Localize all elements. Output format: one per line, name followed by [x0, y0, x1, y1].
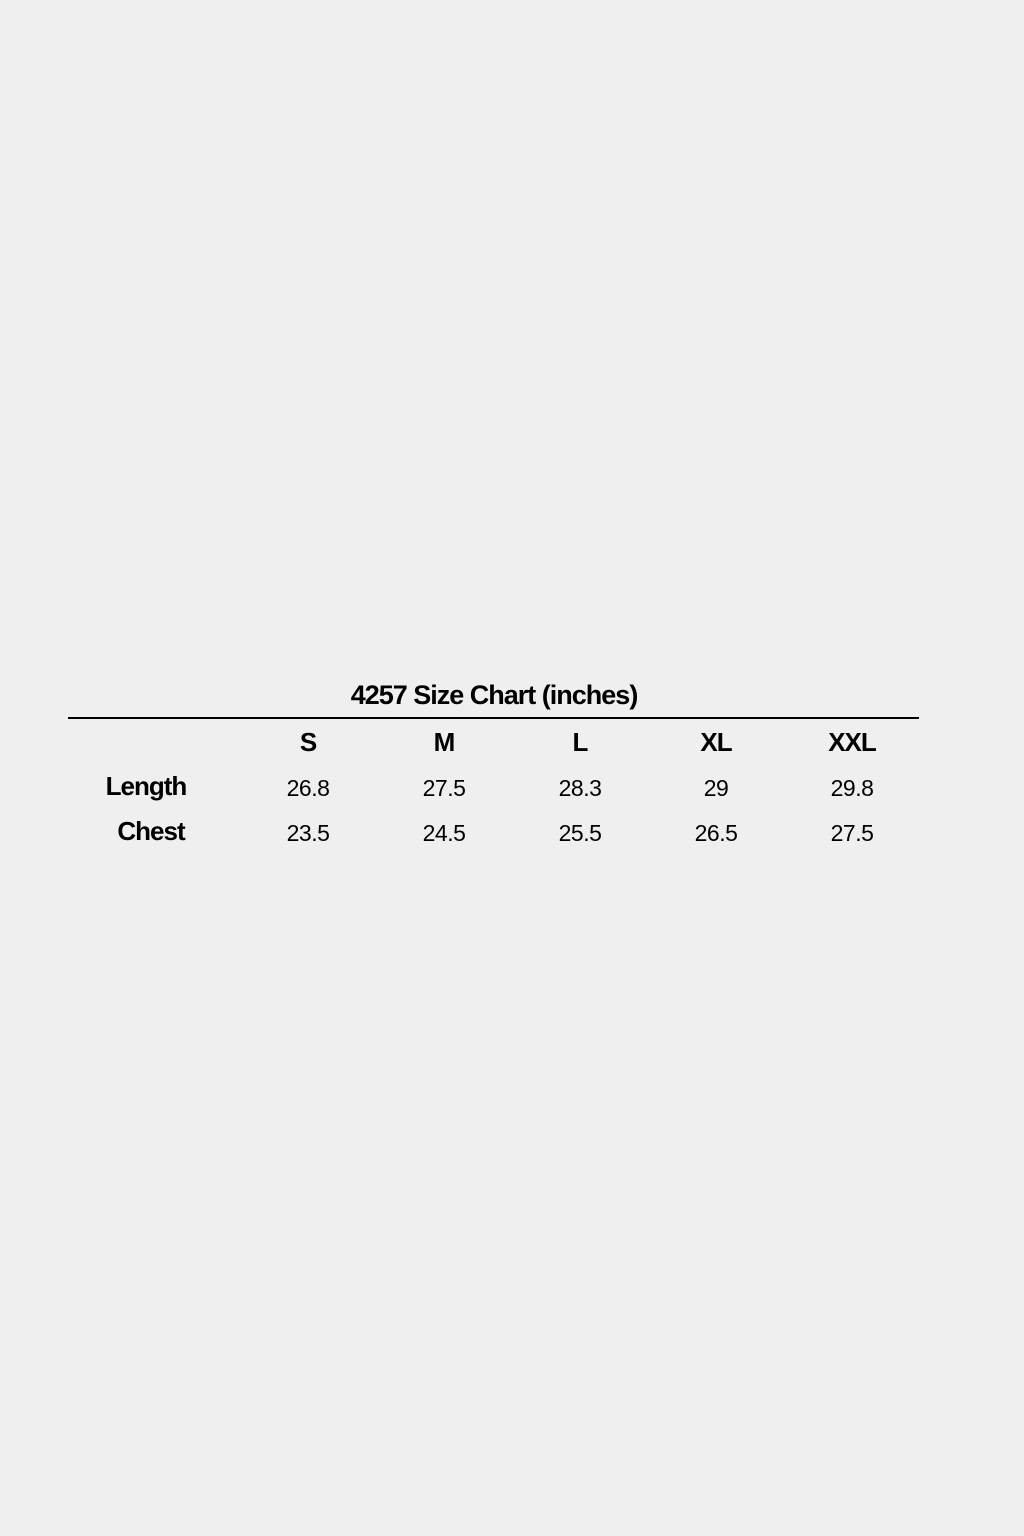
- table-cell: 29: [703, 775, 729, 801]
- table-cell: 26.5: [694, 820, 738, 846]
- table-cell: 27.5: [830, 820, 874, 846]
- table-cell: 29.8: [830, 775, 874, 801]
- table-cell: 25.5: [558, 820, 602, 846]
- size-header: S: [299, 727, 317, 757]
- table-cell: 24.5: [422, 820, 466, 846]
- table-cell: 27.5: [422, 775, 466, 801]
- title-divider: [68, 717, 919, 719]
- row-label: Length: [105, 771, 188, 801]
- table-cell: 23.5: [286, 820, 330, 846]
- size-header: M: [433, 727, 456, 757]
- size-header: XXL: [828, 727, 877, 757]
- size-header: L: [572, 727, 589, 757]
- table-cell: 28.3: [558, 775, 602, 801]
- table-cell: 26.8: [286, 775, 330, 801]
- size-header: XL: [700, 727, 732, 757]
- row-label: Chest: [117, 816, 185, 846]
- size-chart-title: 4257 Size Chart (inches): [350, 680, 639, 710]
